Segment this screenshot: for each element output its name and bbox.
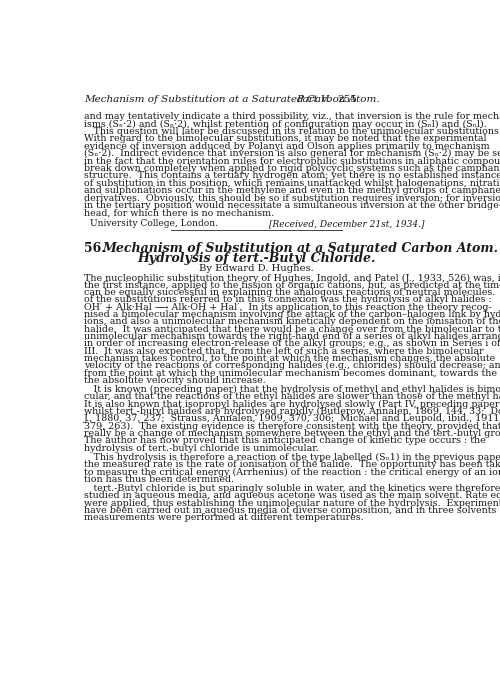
- Text: Mechanism of Substitution at a Saturated Carbon Atom.: Mechanism of Substitution at a Saturated…: [84, 95, 380, 105]
- Text: the measured rate is the rate of ionisation of the halide.  The opportunity has : the measured rate is the rate of ionisat…: [84, 460, 500, 469]
- Text: isms (Sₙ·2) and (Sₙ·2), whilst retention of configuration may occur in (Sₙl) and: isms (Sₙ·2) and (Sₙ·2), whilst retention…: [84, 120, 487, 129]
- Text: structure.  This contains a tertiary hydrogen atom; yet there is no established : structure. This contains a tertiary hydr…: [84, 171, 500, 181]
- Text: halide.  It was anticipated that there would be a change over from the bimolecul: halide. It was anticipated that there wo…: [84, 325, 500, 333]
- Text: 379, 263).  The existing evidence is therefore consistent with the theory, provi: 379, 263). The existing evidence is ther…: [84, 422, 500, 431]
- Text: in the fact that the orientation rules for electrophilic substitutions in alipha: in the fact that the orientation rules f…: [84, 157, 500, 166]
- Text: really be a change of mechanism somewhere between the ethyl and the tert.-butyl : really be a change of mechanism somewher…: [84, 429, 500, 438]
- Text: OH′ + Alk·Hal ⟶ Alk·OH + Hal′.  In its application to this reaction the theory r: OH′ + Alk·Hal ⟶ Alk·OH + Hal′. In its ap…: [84, 303, 492, 312]
- Text: to measure the critical energy (Arrhenius) of the reaction : the critical energy: to measure the critical energy (Arrheniu…: [84, 468, 500, 477]
- Text: cular, and that the reactions of the ethyl halides are slower than those of the : cular, and that the reactions of the eth…: [84, 392, 500, 401]
- Text: the absolute velocity should increase.: the absolute velocity should increase.: [84, 376, 266, 385]
- Text: Part V.: Part V.: [296, 95, 330, 105]
- Text: in order of increasing electron-release of the alkyl groups; e.g., as shown in S: in order of increasing electron-release …: [84, 340, 500, 348]
- Text: With regard to the bimolecular substitutions, it may be noted that the experimen: With regard to the bimolecular substitut…: [84, 134, 487, 143]
- Text: unimolecular mechanism towards the right-hand end of a series of alkyl halides a: unimolecular mechanism towards the right…: [84, 332, 500, 341]
- Text: break down completely when applied to rigid polycyclic systems such as the camph: break down completely when applied to ri…: [84, 164, 500, 173]
- Text: whilst tert.-butyl halides are hydrolysed rapidly (Butlerow, Annalen, 1869, 144,: whilst tert.-butyl halides are hydrolyse…: [84, 407, 500, 416]
- Text: 255: 255: [338, 95, 357, 105]
- Text: University College, London.: University College, London.: [90, 219, 218, 228]
- Text: This question will later be discussed in its relation to the unimolecular substi: This question will later be discussed in…: [84, 127, 500, 136]
- Text: [Received, December 21st, 1934.]: [Received, December 21st, 1934.]: [269, 219, 424, 228]
- Text: in the tertiary position would necessitate a simultaneous inversion at the other: in the tertiary position would necessita…: [84, 201, 500, 210]
- Text: the first instance, applied to the fission of organic cations, but, as predicted: the first instance, applied to the fissi…: [84, 281, 500, 290]
- Text: of the substitutions referred to in this connexion was the hydrolysis of alkyl h: of the substitutions referred to in this…: [84, 295, 492, 304]
- Text: tert.-Butyl chloride is but sparingly soluble in water, and the kinetics were th: tert.-Butyl chloride is but sparingly so…: [84, 484, 500, 493]
- Text: hydrolysis of tert.-butyl chloride is unimolecular.: hydrolysis of tert.-butyl chloride is un…: [84, 443, 319, 453]
- Text: Hydrolysis of tert.-Butyl Chloride.: Hydrolysis of tert.-Butyl Chloride.: [137, 252, 376, 265]
- Text: have been carried out in aqueous media of diverse composition, and in three solv: have been carried out in aqueous media o…: [84, 506, 496, 515]
- Text: can be equally successful in explaining the analogous reactions of neutral molec: can be equally successful in explaining …: [84, 288, 500, 297]
- Text: studied in aqueous media, and aqueous acetone was used as the main solvent. Rate: studied in aqueous media, and aqueous ac…: [84, 492, 500, 500]
- Text: velocity of the reactions of corresponding halides (e.g., chlorides) should decr: velocity of the reactions of correspondi…: [84, 361, 500, 371]
- Text: Mechanism of Substitution at a Saturated Carbon Atom.  Part V.: Mechanism of Substitution at a Saturated…: [103, 242, 500, 255]
- Text: head, for which there is no mechanism.: head, for which there is no mechanism.: [84, 208, 274, 217]
- Text: ions, and also a unimolecular mechanism kinetically dependent on the ionisation : ions, and also a unimolecular mechanism …: [84, 317, 500, 327]
- Text: This hydrolysis is therefore a reaction of the type labelled (Sₙ1) in the previo: This hydrolysis is therefore a reaction …: [84, 453, 500, 462]
- Text: evidence of inversion adduced by Polanyi and Olson applies primarily to mechanis: evidence of inversion adduced by Polanyi…: [84, 142, 490, 151]
- Text: and may tentatively indicate a third possibility, viz., that inversion is the ru: and may tentatively indicate a third pos…: [84, 112, 500, 122]
- Text: from the point at which the unimolecular mechanism becomes dominant, towards the: from the point at which the unimolecular…: [84, 369, 500, 378]
- Text: of substitution in this position, which remains unattacked whilst halogenations,: of substitution in this position, which …: [84, 179, 500, 188]
- Text: and sulphonations occur in the methylene and even in the methyl groups of campha: and sulphonations occur in the methylene…: [84, 186, 500, 195]
- Text: III.  It was also expected that, from the left of such a series, where the bimol: III. It was also expected that, from the…: [84, 347, 484, 356]
- Text: The nucleophilic substitution theory of Hughes, Ingold, and Patel (J., 1933, 526: The nucleophilic substitution theory of …: [84, 274, 500, 282]
- Text: were applied, thus establishing the unimolecular nature of the hydrolysis.  Expe: were applied, thus establishing the unim…: [84, 499, 500, 508]
- Text: tion has thus been determined.: tion has thus been determined.: [84, 475, 234, 484]
- Text: mechanism takes control, to the point at which the mechanism changes, the absolu: mechanism takes control, to the point at…: [84, 354, 496, 363]
- Text: The author has now proved that this anticipated change of kinetic type occurs : : The author has now proved that this anti…: [84, 437, 486, 445]
- Text: It is known (preceding paper) that the hydrolysis of methyl and ethyl halides is: It is known (preceding paper) that the h…: [84, 385, 500, 394]
- Text: By Edward D. Hughes.: By Edward D. Hughes.: [199, 263, 314, 272]
- Text: (Sₙ·2).  Indirect evidence that inversion is also general for mechanism (Sₙ·2) m: (Sₙ·2). Indirect evidence that inversion…: [84, 149, 500, 158]
- Text: nised a bimolecular mechanism involving the attack of the carbon–halogen link by: nised a bimolecular mechanism involving …: [84, 310, 500, 319]
- Text: 56.: 56.: [84, 242, 106, 255]
- Text: J., 1880, 37, 237;  Strauss, Annalen, 1909, 370, 306;  Michael and Leupold, ibid: J., 1880, 37, 237; Strauss, Annalen, 190…: [84, 414, 500, 424]
- Text: It is also known that isopropyl halides are hydrolysed slowly (Part IV, precedin: It is also known that isopropyl halides …: [84, 400, 500, 409]
- Text: measurements were performed at different temperatures.: measurements were performed at different…: [84, 513, 364, 522]
- Text: derivatives.  Obviously, this should be so if substitution requires inversion; f: derivatives. Obviously, this should be s…: [84, 194, 500, 202]
